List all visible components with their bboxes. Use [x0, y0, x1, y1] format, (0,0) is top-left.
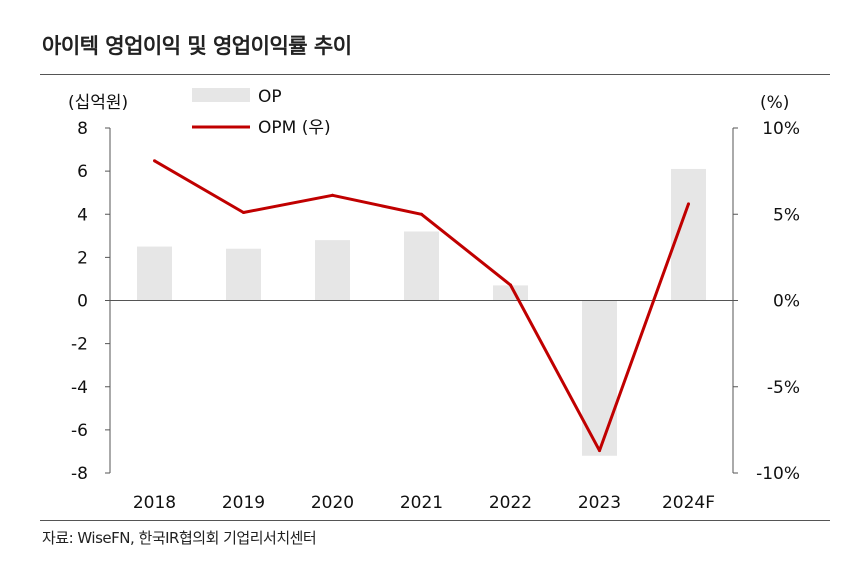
x-tick-label: 2022 [489, 493, 532, 513]
op-bar-2018 [137, 246, 172, 301]
left-tick-label: 4 [77, 205, 88, 225]
opm-point-2024F [687, 202, 690, 206]
x-tick-label: 2018 [133, 493, 176, 513]
opm-point-2018 [153, 159, 156, 163]
left-tick-label: -6 [71, 421, 88, 441]
left-tick-label: -8 [71, 464, 88, 484]
op-bar-2023 [582, 300, 617, 456]
source-note: 자료: WiseFN, 한국IR협의회 기업리서치센터 [42, 529, 317, 547]
legend-opm-label: OPM (우) [258, 118, 331, 138]
right-tick-label: 10% [762, 119, 800, 139]
left-tick-label: 2 [77, 248, 88, 268]
left-tick-label: 8 [77, 119, 88, 139]
op-bar-2019 [226, 248, 261, 301]
x-tick-label: 2019 [222, 493, 265, 513]
left-axis-label: (십억원) [68, 93, 128, 113]
bottom-divider [40, 520, 830, 521]
opm-point-2023 [598, 449, 601, 453]
right-tick-label: -10% [756, 464, 800, 484]
left-tick-label: -4 [71, 378, 88, 398]
right-tick-label: 5% [773, 205, 800, 225]
legend: OP OPM (우) [192, 87, 331, 138]
op-bar-2022 [493, 285, 528, 301]
op-bar-2020 [315, 240, 350, 301]
x-tick-label: 2020 [311, 493, 354, 513]
left-tick-label: 0 [77, 292, 88, 312]
opm-point-2020 [331, 193, 334, 197]
left-tick-label: 6 [77, 162, 88, 182]
x-tick-label: 2023 [578, 493, 621, 513]
opm-point-2019 [242, 211, 245, 215]
opm-point-2022 [509, 283, 512, 287]
opm-point-2021 [420, 212, 423, 216]
legend-op-label: OP [258, 87, 282, 107]
legend-op-swatch [192, 88, 250, 102]
chart-title: 아이텍 영업이익 및 영업이익률 추이 [42, 34, 352, 58]
right-axis-label: (%) [760, 93, 789, 113]
right-tick-label: 0% [773, 292, 800, 312]
right-tick-label: -5% [767, 378, 800, 398]
x-tick-label: 2024F [662, 493, 715, 513]
top-divider [40, 74, 830, 75]
op-bar-2021 [404, 231, 439, 301]
x-tick-label: 2021 [400, 493, 443, 513]
left-tick-label: -2 [71, 335, 88, 355]
